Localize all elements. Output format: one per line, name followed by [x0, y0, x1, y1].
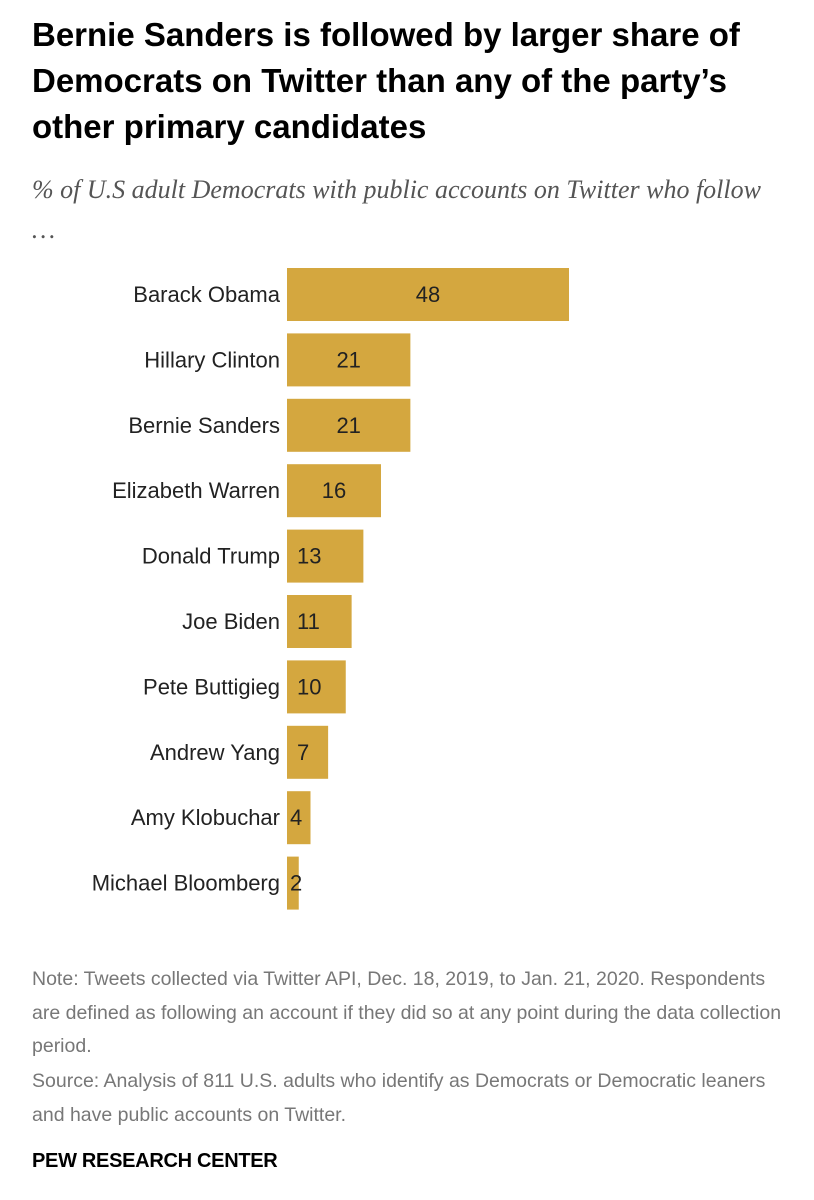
value-label-donald-trump: 13 — [297, 544, 321, 569]
value-label-amy-klobuchar: 4 — [290, 805, 302, 830]
bar-pete-buttigieg — [287, 660, 346, 714]
chart-note: Note: Tweets collected via Twitter API, … — [32, 968, 782, 1057]
chart-source: Source: Analysis of 811 U.S. adults who … — [32, 1070, 766, 1126]
category-label-joe-biden: Joe Biden — [182, 609, 280, 634]
category-label-barack-obama: Barack Obama — [133, 282, 280, 307]
chart-subtitle: % of U.S adult Democrats with public acc… — [32, 175, 761, 244]
value-label-hillary-clinton: 21 — [336, 347, 360, 372]
bar-michael-bloomberg — [287, 856, 299, 910]
bar-elizabeth-warren — [287, 464, 381, 518]
bar-donald-trump — [287, 529, 364, 583]
bar-bernie-sanders — [287, 398, 411, 452]
value-label-joe-biden: 11 — [297, 609, 320, 634]
category-label-bernie-sanders: Bernie Sanders — [128, 413, 280, 438]
brand-logo-text: PEW RESEARCH CENTER — [32, 1150, 278, 1172]
value-label-barack-obama: 48 — [416, 282, 440, 307]
value-label-pete-buttigieg: 10 — [297, 674, 321, 699]
bar-joe-biden — [287, 595, 352, 648]
chart-title: Bernie Sanders is followed by larger sha… — [32, 16, 740, 145]
bar-hillary-clinton — [287, 333, 411, 387]
category-label-pete-buttigieg: Pete Buttigieg — [143, 674, 280, 699]
category-label-elizabeth-warren: Elizabeth Warren — [112, 478, 280, 503]
bar-chart: Barack Obama 48 Hillary Clinton 21 Bernie Sa… — [92, 268, 569, 910]
bar-barack-obama — [287, 268, 569, 321]
value-label-michael-bloomberg: 2 — [290, 871, 302, 896]
value-label-bernie-sanders: 21 — [336, 413, 360, 438]
category-label-hillary-clinton: Hillary Clinton — [144, 347, 280, 372]
category-label-michael-bloomberg: Michael Bloomberg — [92, 871, 280, 896]
category-label-donald-trump: Donald Trump — [142, 544, 280, 569]
bar-amy-klobuchar — [287, 791, 311, 845]
value-label-elizabeth-warren: 16 — [322, 478, 346, 503]
bar-andrew-yang — [287, 725, 329, 779]
value-label-andrew-yang: 7 — [297, 740, 309, 765]
category-label-amy-klobuchar: Amy Klobuchar — [131, 805, 280, 830]
category-label-andrew-yang: Andrew Yang — [150, 740, 280, 765]
